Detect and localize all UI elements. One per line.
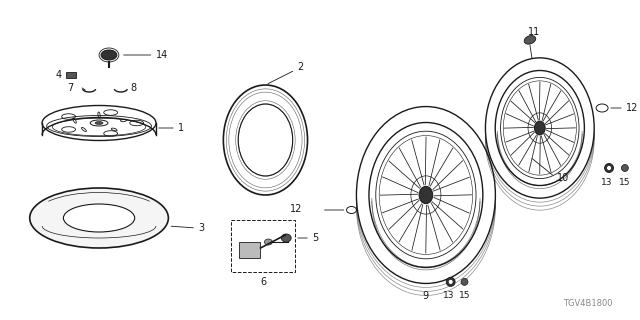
- Ellipse shape: [63, 204, 134, 232]
- Ellipse shape: [29, 188, 168, 248]
- Text: 7: 7: [67, 83, 74, 93]
- Text: 1: 1: [178, 123, 184, 133]
- Ellipse shape: [446, 277, 455, 286]
- Ellipse shape: [264, 239, 273, 245]
- Ellipse shape: [282, 234, 291, 242]
- Ellipse shape: [448, 279, 453, 284]
- Text: 14: 14: [156, 50, 168, 60]
- Text: 12: 12: [626, 103, 638, 113]
- Ellipse shape: [485, 58, 594, 198]
- Ellipse shape: [369, 123, 483, 268]
- Text: 11: 11: [528, 27, 540, 37]
- Text: 15: 15: [619, 178, 630, 187]
- Bar: [67, 72, 76, 78]
- Text: 2: 2: [297, 62, 303, 72]
- Ellipse shape: [607, 165, 611, 171]
- Ellipse shape: [419, 186, 433, 204]
- Ellipse shape: [95, 122, 103, 124]
- Ellipse shape: [621, 164, 628, 172]
- Ellipse shape: [356, 107, 495, 284]
- Ellipse shape: [495, 70, 584, 186]
- Text: 10: 10: [557, 173, 569, 183]
- Ellipse shape: [524, 36, 536, 44]
- Text: 6: 6: [260, 277, 266, 287]
- Bar: [231, 220, 295, 272]
- Text: 13: 13: [602, 178, 613, 187]
- Text: 12: 12: [289, 204, 302, 214]
- Text: 8: 8: [131, 83, 137, 93]
- Ellipse shape: [534, 121, 545, 135]
- Bar: [239, 242, 260, 258]
- Ellipse shape: [461, 278, 468, 285]
- Text: TGV4B1800: TGV4B1800: [563, 299, 612, 308]
- Text: 13: 13: [443, 292, 454, 300]
- Text: 15: 15: [459, 292, 470, 300]
- Ellipse shape: [605, 164, 614, 172]
- Ellipse shape: [101, 50, 117, 60]
- Text: 3: 3: [198, 223, 204, 233]
- Text: 9: 9: [423, 291, 429, 300]
- Text: 4: 4: [55, 70, 61, 80]
- Text: 5: 5: [312, 233, 318, 243]
